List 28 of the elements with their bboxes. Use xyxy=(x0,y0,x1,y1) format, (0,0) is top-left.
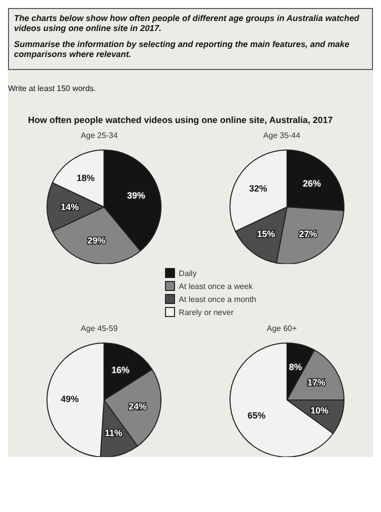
data-label: 15% xyxy=(256,229,275,240)
chart-title: Age 25-34 xyxy=(80,131,119,142)
legend-label: Rarely or never xyxy=(178,307,234,317)
data-label: 10% xyxy=(310,406,328,416)
legend-label: At least once a week xyxy=(178,281,254,291)
data-label: 8% xyxy=(288,362,302,372)
data-label: 11% xyxy=(105,428,123,438)
chart-title: Age 45-59 xyxy=(80,324,119,335)
data-label: 27% xyxy=(298,229,317,240)
text: The charts below show how often people of different age groups in Australia watched videos using one online site in 2017. xyxy=(14,13,360,33)
chart-title: Age 60+ xyxy=(266,324,298,335)
data-label: 16% xyxy=(112,365,130,376)
data-label: 29% xyxy=(88,235,106,246)
chart-title: Age 35-44 xyxy=(262,131,302,142)
text: Summarise the information by selecting and reporting the main features, and make comparisons where relevant. xyxy=(14,39,350,59)
legend-label: Daily xyxy=(178,268,198,278)
data-label: 18% xyxy=(76,173,95,184)
legend-label: At least once a month xyxy=(178,294,256,304)
data-label: 26% xyxy=(302,178,321,189)
data-label: 14% xyxy=(61,202,80,212)
data-label: 17% xyxy=(307,378,326,388)
data-label: 49% xyxy=(61,394,80,404)
text: Write at least 150 words. xyxy=(8,84,97,93)
data-label: 32% xyxy=(248,184,267,194)
text: How often people watched videos using one online site, Australia, 2017 xyxy=(28,115,334,125)
data-label: 24% xyxy=(128,401,147,412)
data-label: 39% xyxy=(127,190,146,200)
data-label: 65% xyxy=(247,410,266,421)
